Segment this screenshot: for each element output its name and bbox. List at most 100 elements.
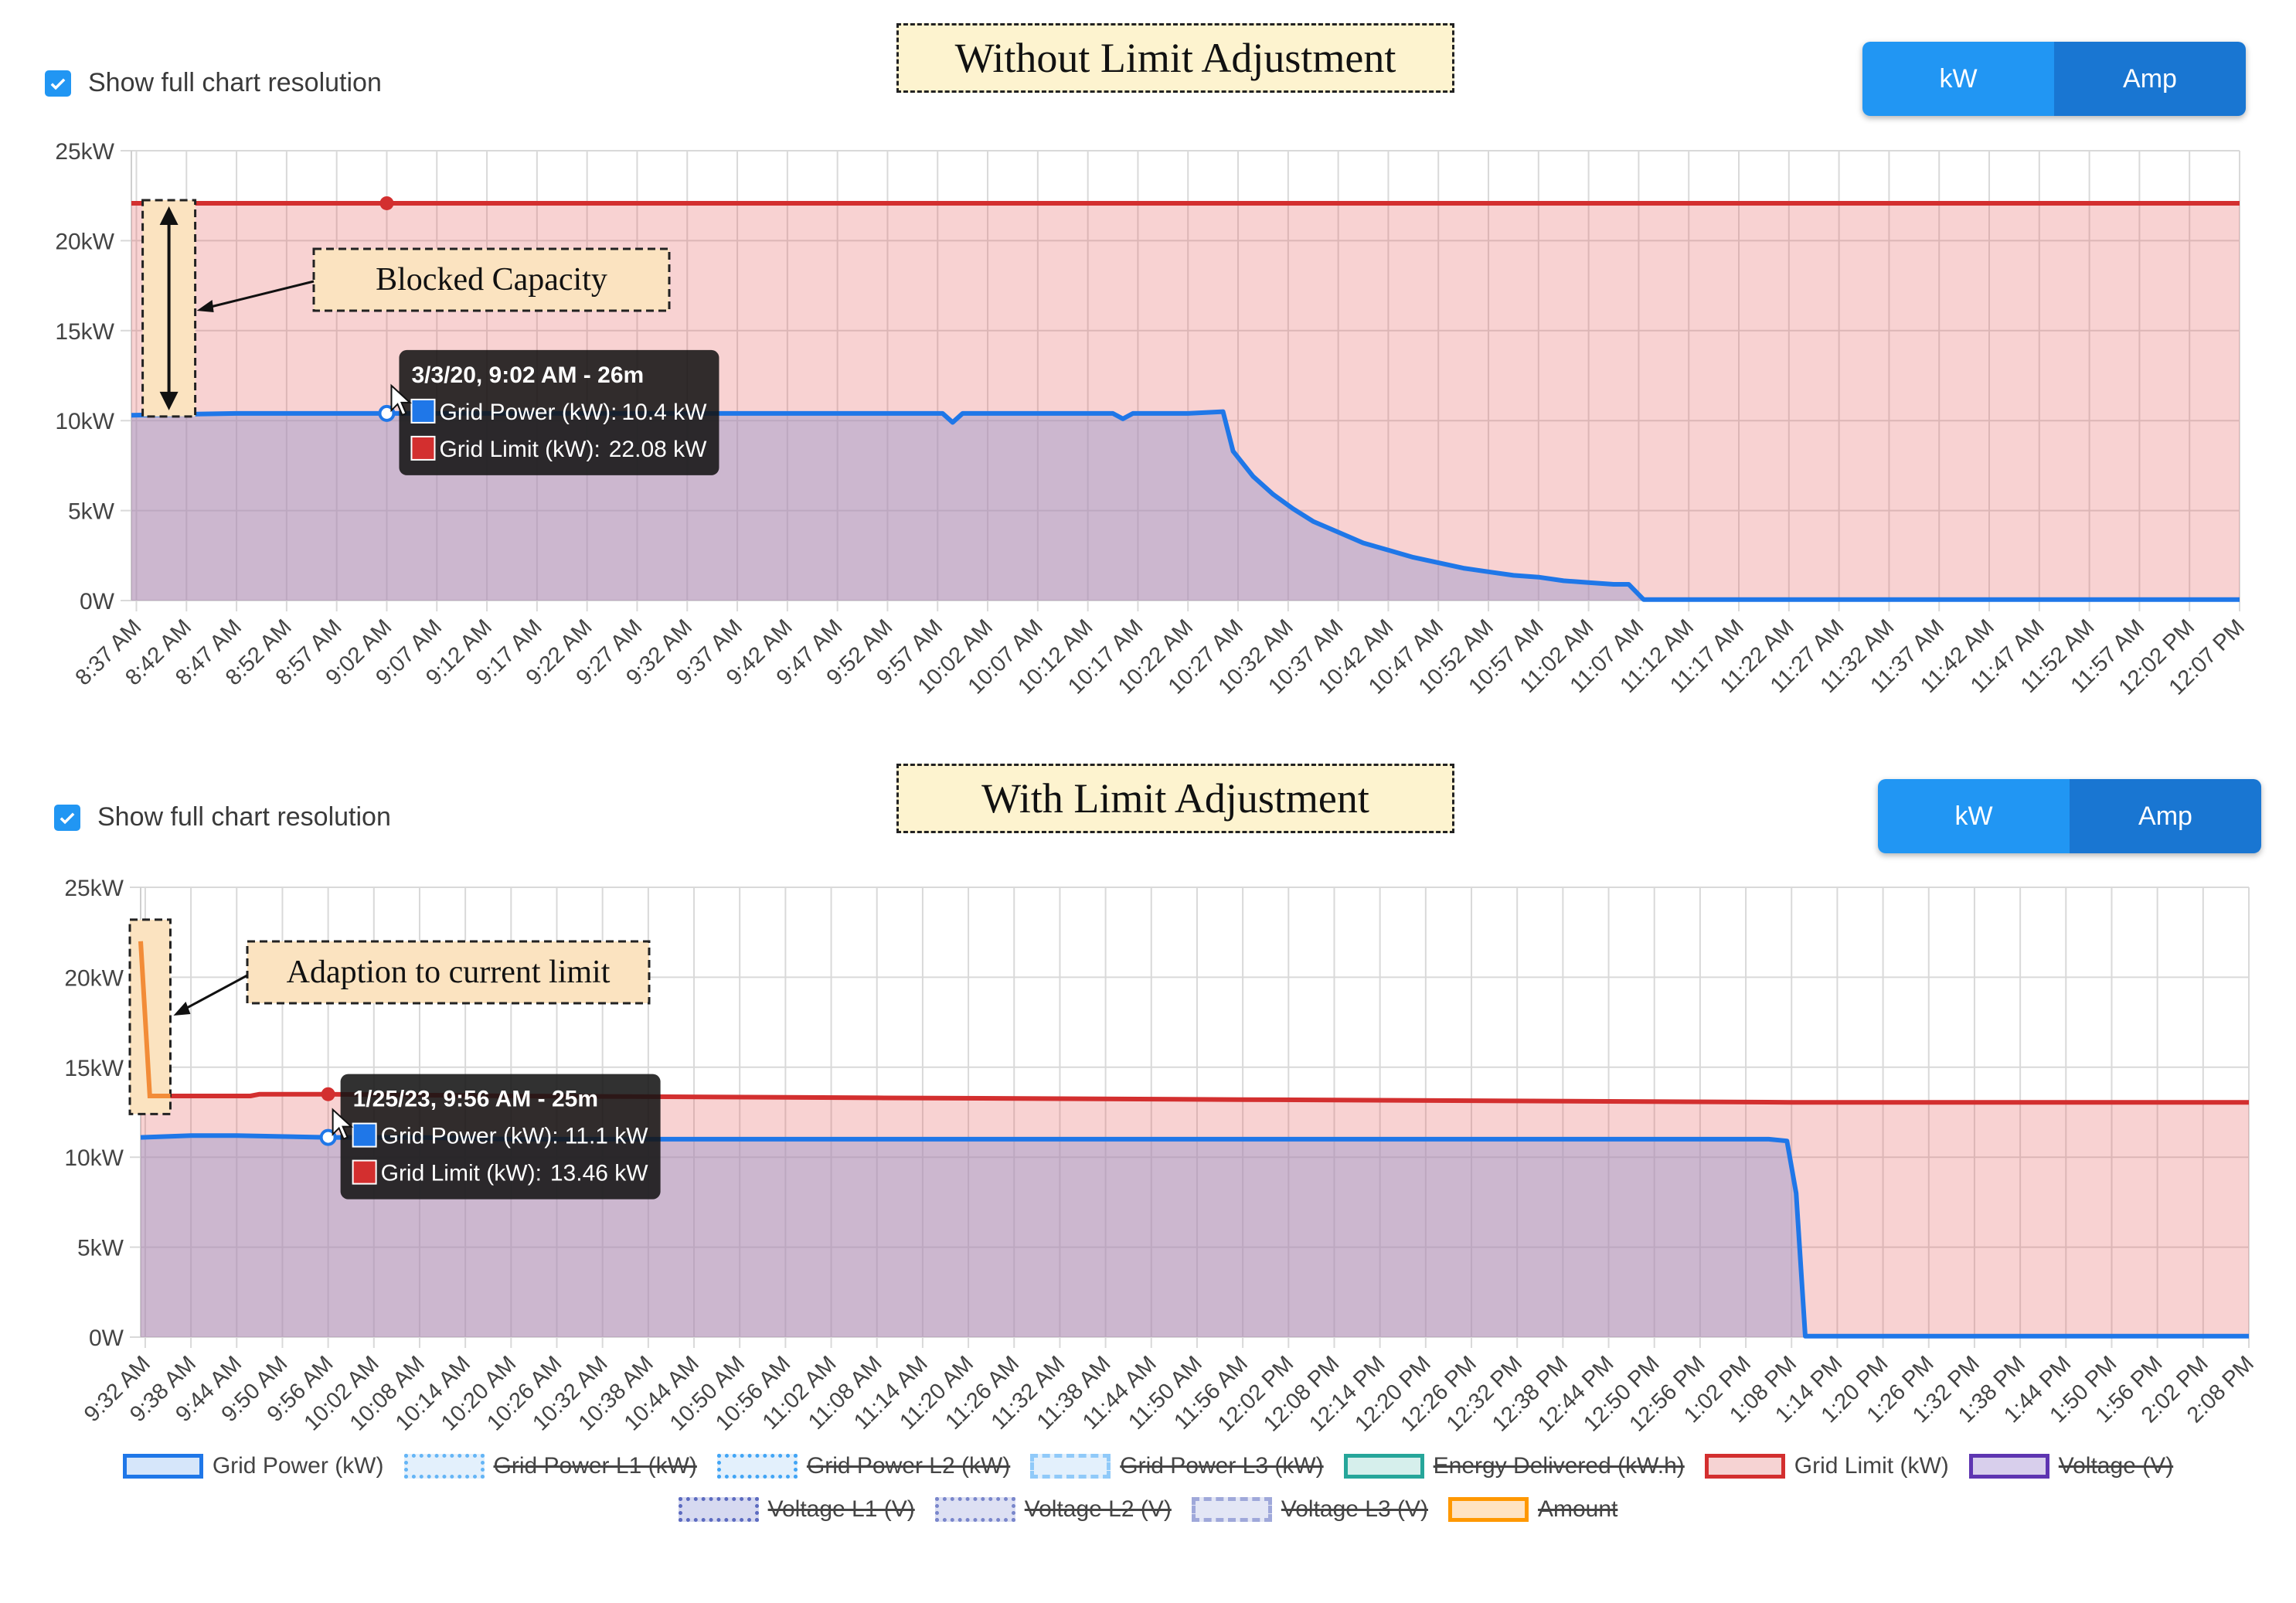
grid-limit-hover-point [379,196,394,210]
legend-item[interactable]: Voltage (V) [1968,1453,2174,1479]
legend-label: Voltage L1 (V) [767,1496,915,1522]
legend-row: Grid Power (kW) Grid Power L1 (kW) Grid Po… [0,1453,2296,1479]
checkbox-label: Show full chart resolution [97,802,391,832]
hover-tooltip: 1/25/23, 9:56 AM - 25m Grid Power (kW): 11… [340,1074,661,1200]
legend-swatch [716,1454,798,1479]
tooltip-row-value: 13.46 kW [550,1161,648,1186]
legend-label: Grid Power L3 (kW) [1120,1453,1324,1479]
kw-button[interactable]: kW [1878,779,2070,853]
legend-label: Grid Power L2 (kW) [806,1453,1011,1479]
legend-item[interactable]: Grid Limit (kW) [1704,1453,1949,1479]
annotation-label: Adaption to current limit [287,955,611,990]
full-resolution-toggle[interactable]: Show full chart resolution [45,68,382,98]
y-tick-label: 15kW [55,319,114,345]
tooltip-header: 3/3/20, 9:02 AM - 26m [411,362,644,388]
tooltip-row-value: 22.08 kW [609,437,707,462]
grid-power-line [140,1133,2249,1339]
y-tick-label: 25kW [64,876,124,901]
legend-item[interactable]: Voltage L3 (V) [1191,1496,1428,1523]
legend-label: Voltage (V) [2058,1453,2174,1479]
tooltip-background [340,1074,661,1200]
legend-swatch [122,1454,203,1479]
chart-title: Without Limit Adjustment [896,23,1454,93]
legend-label: Amount [1537,1496,1618,1522]
grid-power-area [141,1135,2249,1337]
legend-item[interactable]: Energy Delivered (kW.h) [1343,1453,1685,1479]
legend-swatch [1030,1454,1111,1479]
legend-item[interactable]: Grid Power L2 (kW) [716,1453,1011,1479]
legend-swatch [1191,1497,1272,1522]
arrow-head-icon [173,1002,191,1016]
unit-toggle: kW Amp [1878,779,2261,853]
tooltip-row-label: Grid Limit (kW): [381,1161,542,1186]
arrow-head-icon [159,391,179,410]
arrow-head-icon [159,206,179,225]
legend-label: Grid Power L1 (kW) [493,1453,697,1479]
cursor-icon [332,1108,354,1140]
amp-button[interactable]: Amp [2070,779,2261,853]
legend-item[interactable]: Grid Power (kW) [122,1453,384,1479]
grid-power-line [131,409,2240,602]
grid-power-hover-point [319,1128,337,1146]
tooltip-row-value: 11.1 kW [565,1124,648,1149]
y-tick-label: 25kW [55,139,114,165]
y-tick-label: 5kW [68,499,115,525]
chart-panel-with-adjustment: Show full chart resolution With Limit Ad… [0,734,2296,1476]
tooltip-row-value: 10.4 kW [621,400,707,425]
chart-panel-without-adjustment: Show full chart resolution Without Limit… [0,0,2296,742]
y-tick-label: 0W [80,589,115,614]
tooltip-swatch [410,398,436,424]
annotation-pointer [180,974,248,1013]
arrow-head-icon [196,300,214,312]
grid-limit-hover-point [321,1087,335,1101]
checkbox-label: Show full chart resolution [88,68,382,97]
legend-swatch [403,1454,485,1479]
checkbox-checked-icon[interactable] [54,804,80,831]
tooltip-row-label: Grid Power (kW): [381,1124,559,1149]
legend-swatch [1343,1454,1424,1479]
kw-button[interactable]: kW [1862,42,2054,116]
y-tick-label: 20kW [55,229,114,254]
legend-label: Voltage L3 (V) [1281,1496,1428,1522]
annotation-label: Blocked Capacity [376,262,607,298]
y-tick-label: 10kW [64,1145,124,1171]
tooltip-swatch [352,1159,377,1185]
y-tick-label: 20kW [64,965,124,991]
legend-item[interactable]: Voltage L1 (V) [678,1496,915,1523]
amp-button[interactable]: Amp [2054,42,2246,116]
legend-item[interactable]: Grid Power L1 (kW) [403,1453,697,1479]
y-tick-label: 0W [89,1326,124,1351]
full-resolution-toggle[interactable]: Show full chart resolution [54,802,391,832]
hover-tooltip: 3/3/20, 9:02 AM - 26m Grid Power (kW): 10.… [399,349,719,475]
legend-swatch [934,1497,1015,1522]
legend-row: Voltage L1 (V) Voltage L2 (V) Voltage L3 (… [0,1496,2296,1523]
tooltip-background [399,349,719,475]
annotation-pointer [207,280,315,309]
legend-label: Voltage L2 (V) [1024,1496,1172,1522]
legend-item[interactable]: Amount [1447,1496,1618,1523]
tooltip-swatch [352,1122,377,1148]
legend-swatch [678,1497,759,1522]
legend-label: Energy Delivered (kW.h) [1433,1453,1685,1479]
unit-toggle: kW Amp [1862,42,2246,116]
tooltip-swatch [410,435,436,461]
y-tick-label: 10kW [55,409,114,434]
adaption-highlight-line [138,941,171,1099]
legend-item[interactable]: Grid Power L3 (kW) [1030,1453,1324,1479]
tooltip-header: 1/25/23, 9:56 AM - 25m [353,1087,598,1112]
grid-power-hover-point [378,404,396,422]
legend-swatch [1968,1454,2049,1479]
legend-item[interactable]: Voltage L2 (V) [934,1496,1172,1523]
legend-label: Grid Power (kW) [212,1453,384,1479]
chart-title: With Limit Adjustment [896,764,1454,833]
y-tick-label: 5kW [77,1236,124,1261]
y-tick-label: 15kW [64,1056,124,1081]
tooltip-row-label: Grid Limit (kW): [439,437,600,462]
legend-swatch [1704,1454,1785,1479]
annotation-box [246,940,651,1005]
checkbox-checked-icon[interactable] [45,70,71,97]
annotation-box [312,247,671,312]
legend-swatch [1447,1497,1529,1522]
